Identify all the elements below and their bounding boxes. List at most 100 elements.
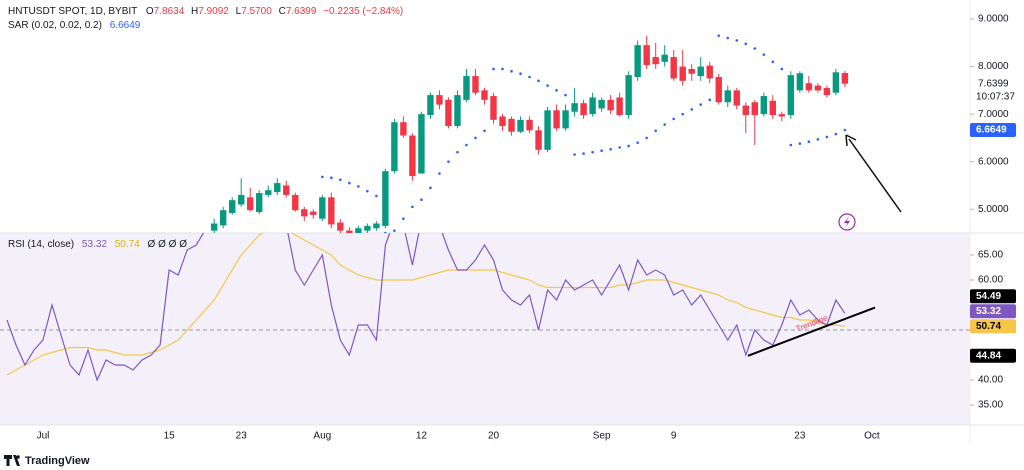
candle-body [220,210,227,226]
x-tick-label: 20 [488,431,500,442]
rsi-plot [0,233,970,382]
candle-body [634,45,641,78]
candle-body [670,57,677,79]
x-tick-label: 15 [164,431,176,442]
sar-dot [735,39,739,42]
arrow-annotation [845,134,902,213]
sar-dot [348,181,351,185]
sar-axis-label-box [970,123,1016,138]
sar-dot [447,160,450,163]
footer-brand: TradingView [25,455,90,467]
sar-dot [825,135,829,139]
sar-dot [600,149,603,153]
sar-dot [339,178,342,182]
sar-dot [537,79,540,83]
rsi-axis-label: 50.74 [976,321,1001,332]
x-tick-label: Sep [593,431,611,442]
rsi-extra: Ø Ø Ø Ø [148,239,188,250]
candle-body [823,87,831,96]
rsi-line [6,233,846,382]
rsi-axis-label-box [970,319,1016,334]
rsi-value: 53.32 [82,239,107,250]
sar-dot [699,103,703,106]
candle-body [292,194,299,211]
ohlc-key: O [146,6,154,17]
sar-dot [555,89,558,92]
candle-body [274,183,281,193]
lightning-icon[interactable] [838,213,856,231]
sar-dot [429,186,432,190]
sar-dot [843,128,847,132]
candle-body [247,197,254,211]
candle-body [562,110,569,129]
x-tick-label: Aug [313,431,331,442]
candle-body [571,103,578,112]
sar-dot [816,138,820,141]
sar-dot [519,72,522,76]
x-tick-label: 9 [671,431,677,442]
y-tick-label: 40.00 [978,375,1003,386]
sar-dot [564,93,567,97]
rsi-panel [0,233,970,425]
candle-body [661,54,668,62]
y-tick-label: 5.0000 [978,204,1009,215]
candle-body [454,95,461,127]
sar-dot [591,150,594,154]
sar-dot [420,198,423,202]
sar-dot [393,229,396,232]
candle-body [508,118,515,132]
y-tick-label: 65.00 [978,250,1003,261]
rsi-axis-label: 54.49 [976,291,1001,302]
sar-dot [807,140,811,144]
sar-dot [780,67,784,71]
x-tick-label: 23 [236,431,248,442]
sar-dot [375,194,378,198]
candle-body [238,194,245,205]
rsi-axis-label-box [970,304,1016,319]
ohlc-value: 7.6399 [286,6,317,17]
y-tick-label: 9.0000 [978,14,1009,25]
x-tick-label: 12 [416,431,428,442]
sar-axis-label: 6.6649 [976,125,1007,136]
sar-name: SAR (0.02, 0.02, 0.2) [8,20,102,31]
candle-body [814,85,822,91]
sar-dot [438,172,441,175]
x-tick-label: Oct [864,431,880,442]
last-price: 7.6399 [978,78,1009,89]
symbol-title: HNTUSDT SPOT, 1D, BYBIT [8,6,137,17]
sar-dot [402,217,405,221]
candle-body [310,211,317,215]
price-legend: HNTUSDT SPOT, 1D, BYBIT O7.8634 H7.9092 … [8,6,403,17]
x-tick-label: 23 [794,431,806,442]
rsi-axis-label-box [970,348,1016,363]
sar-dot [672,117,675,121]
candle-body [490,96,497,120]
sar-dot [636,141,639,144]
sar-dot [456,150,459,154]
candle-body [742,105,749,116]
candle-body [607,99,614,111]
sar-dot [663,123,666,126]
ohlc-value: 7.9092 [198,6,229,17]
candle-body [346,230,353,233]
candle-body [796,73,804,91]
trendline [747,306,876,357]
sar-dot [681,112,685,116]
sar-dot [645,136,648,140]
candle-body [652,57,659,65]
candle-body [580,103,587,116]
ohlc-key: C [279,6,286,17]
candle-body [688,68,695,74]
candle-body [373,223,380,229]
price-plot [210,34,849,233]
candle-body [328,197,335,225]
candle-body [265,190,272,195]
candle-body [616,97,623,116]
y-tick-label: 60.00 [978,275,1003,286]
candle-body [760,96,767,115]
sar-dot [465,143,468,147]
candle-body [337,222,344,231]
sar-dot [744,42,748,46]
candle-body [526,119,533,131]
